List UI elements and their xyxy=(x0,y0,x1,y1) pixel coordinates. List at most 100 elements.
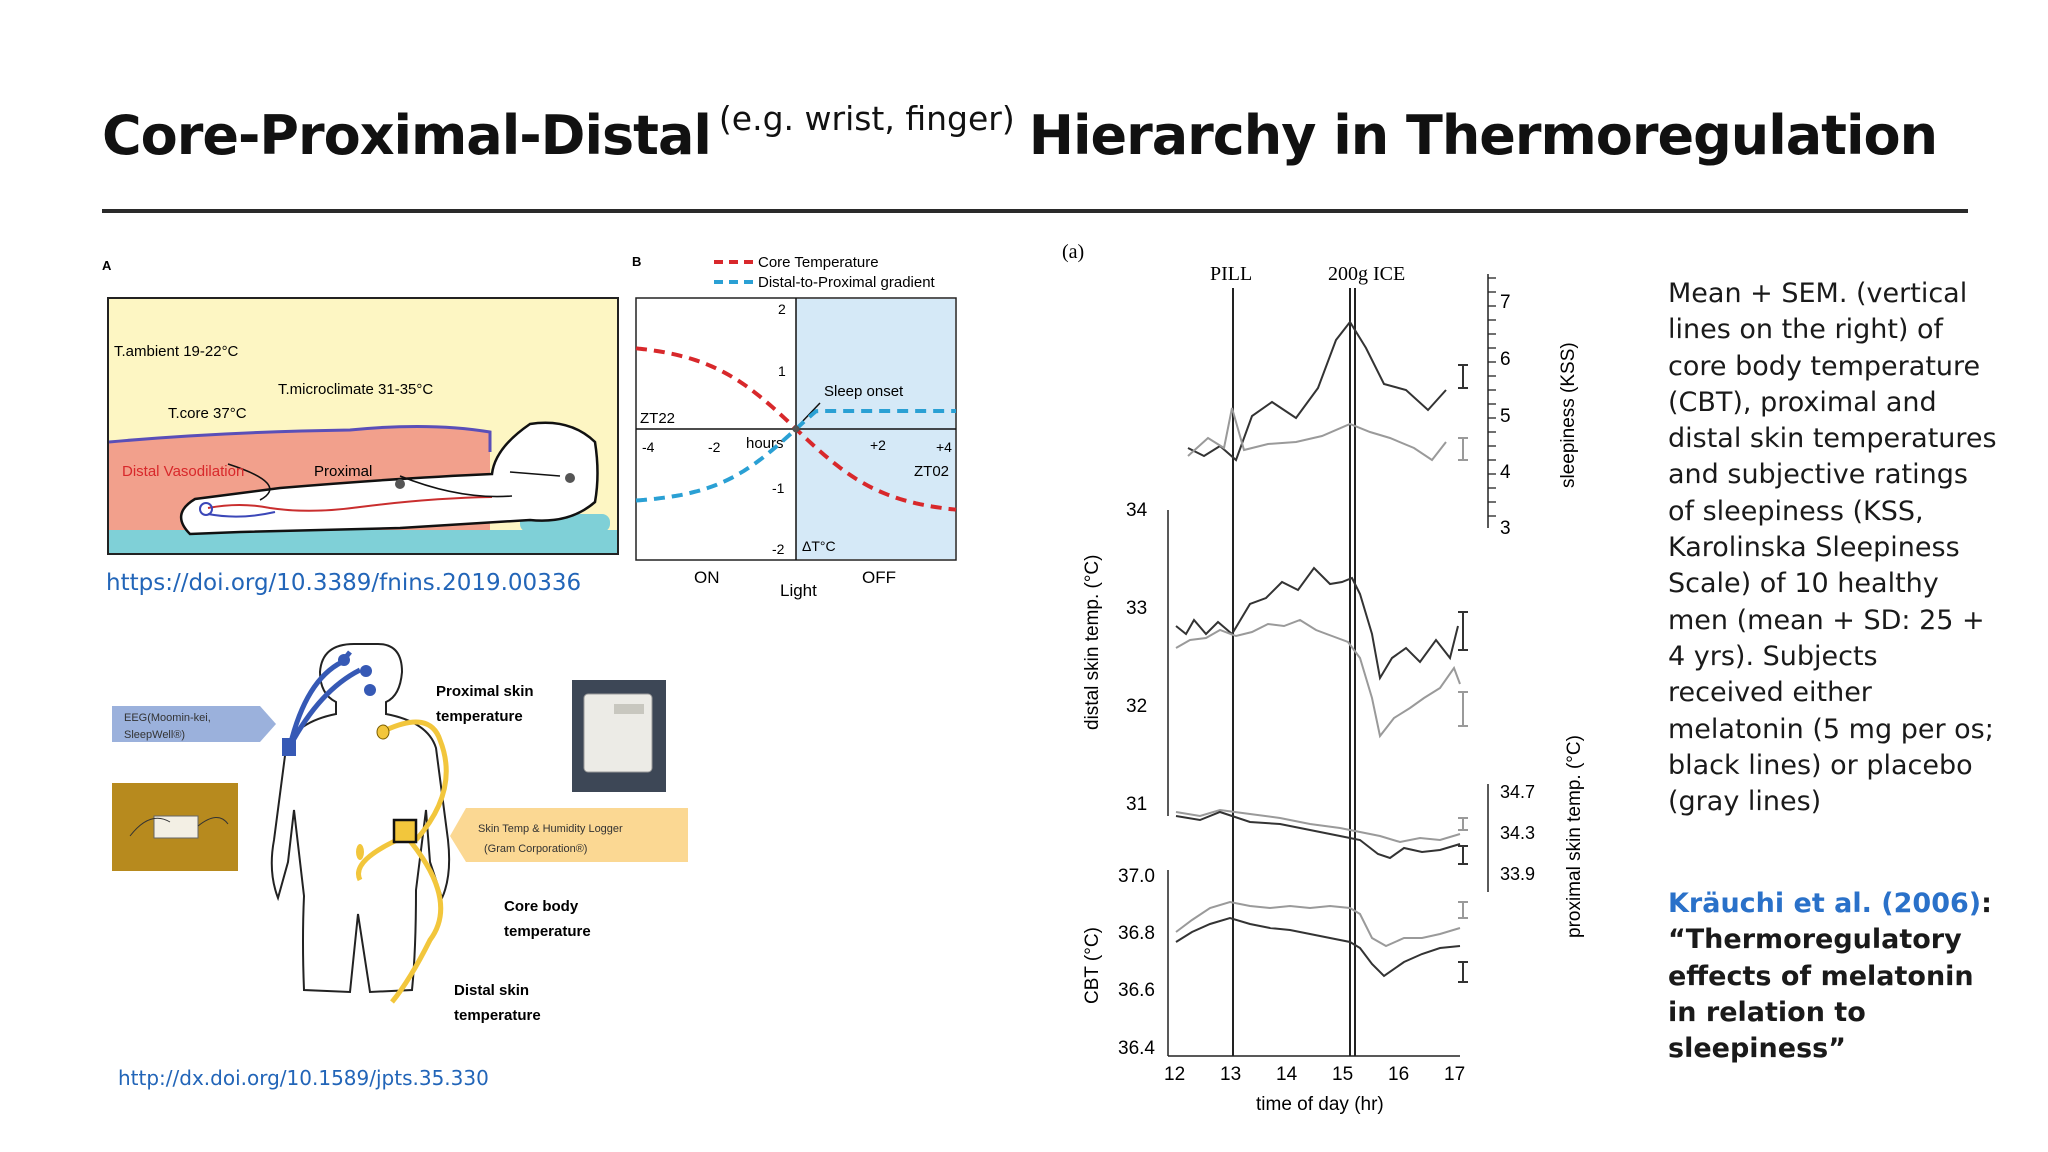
delta-t-label: ΔT°C xyxy=(802,538,836,554)
ambient-label: T.ambient 19-22°C xyxy=(114,343,239,360)
time-tick-16: 16 xyxy=(1388,1064,1409,1085)
core-body-label-line1: Core body xyxy=(504,898,579,915)
eeg-electrode-3 xyxy=(364,684,376,696)
proximal-tick-34-3: 34.3 xyxy=(1500,823,1535,843)
proximal-sem-melatonin xyxy=(1458,845,1468,865)
title-parenthetical: (e.g. wrist, finger) xyxy=(718,99,1015,138)
eeg-electrode-1 xyxy=(338,654,350,666)
core-line xyxy=(509,471,561,477)
core-temp-label: T.core 37°C xyxy=(168,405,247,422)
cbt-sem-melatonin xyxy=(1458,961,1468,983)
distal-melatonin-trace xyxy=(1175,566,1459,681)
proximal-label: Proximal xyxy=(314,463,372,480)
time-tick-13: 13 xyxy=(1220,1064,1241,1085)
on-label: ON xyxy=(694,568,720,587)
y-tick-minus1: -1 xyxy=(772,480,785,496)
title-part-2: Hierarchy in Thermoregulation xyxy=(1028,104,1938,167)
body-outline xyxy=(180,421,599,536)
legend-core-label: Core Temperature xyxy=(758,254,879,271)
citation: Kräuchi et al. (2006): “Thermoregulatory… xyxy=(1668,886,1998,1067)
figure-description: Mean + SEM. (vertical lines on the right… xyxy=(1668,278,1997,818)
distal-tick-34: 34 xyxy=(1126,500,1148,521)
y-tick-1: 1 xyxy=(778,363,786,379)
kss-placebo-trace xyxy=(1187,407,1447,462)
eeg-label-line2: SleepWell®) xyxy=(124,729,185,741)
sleep-onset-point xyxy=(792,425,800,433)
eeg-callout xyxy=(112,706,276,742)
x-tick-minus4: -4 xyxy=(642,439,655,455)
logger-display xyxy=(614,704,644,714)
cbt-sem-placebo xyxy=(1458,901,1468,919)
distal-axis-label: distal skin temp. (°C) xyxy=(1082,555,1103,730)
hand-vessels xyxy=(199,502,213,516)
distal-tick-32: 32 xyxy=(1126,696,1147,717)
kss-sem-placebo xyxy=(1458,437,1468,461)
eeg-recorder xyxy=(282,738,296,756)
mattress-base xyxy=(109,530,617,553)
kss-melatonin-trace xyxy=(1187,320,1447,462)
time-tick-17: 17 xyxy=(1444,1064,1465,1085)
proximal-tick-33-9: 33.9 xyxy=(1500,864,1535,884)
figure-c-sensor-placement: EEG(Moomin-kei, SleepWell®) Skin Temp & … xyxy=(112,643,688,1024)
x-tick-plus2: +2 xyxy=(870,437,886,453)
pill-label: PILL xyxy=(1210,263,1252,285)
figure-b-temperature-chart: B Core Temperature Distal-to-Proximal gr… xyxy=(632,254,957,600)
citation-colon: : xyxy=(1981,888,1992,919)
kss-tick-7: 7 xyxy=(1500,292,1511,313)
microclimate-dot xyxy=(395,479,405,489)
eeg-device-wires xyxy=(129,817,229,837)
eeg-label-line1: EEG(Moomin-kei, xyxy=(124,712,211,724)
time-tick-15: 15 xyxy=(1332,1064,1353,1085)
cbt-tick-36-4: 36.4 xyxy=(1118,1038,1155,1059)
hours-label: hours xyxy=(746,435,784,452)
zt22-label: ZT22 xyxy=(640,410,675,427)
logger-on-body xyxy=(392,818,418,844)
distal-skin-label-line1: Distal skin xyxy=(454,982,529,999)
zt02-label: ZT02 xyxy=(914,463,949,480)
proximal-sensor xyxy=(376,724,390,740)
y-tick-minus2: -2 xyxy=(772,541,785,557)
kss-tick-5: 5 xyxy=(1500,406,1511,427)
proximal-placebo-trace xyxy=(1175,808,1461,844)
time-tick-12: 12 xyxy=(1164,1064,1185,1085)
logger-callout xyxy=(450,808,688,862)
figure-d-panel-label: (a) xyxy=(1062,241,1084,263)
cbt-axis-label: CBT (°C) xyxy=(1082,927,1103,1004)
eeg-device-body xyxy=(153,815,199,839)
proximal-axis-label: proximal skin temp. (°C) xyxy=(1564,735,1585,938)
kss-tick-6: 6 xyxy=(1500,349,1511,370)
slide-title: Core-Proximal-Distal (e.g. wrist, finger)… xyxy=(102,99,1938,184)
figure-a-body-schematic: A T.ambient 19-22°C T.microclimate 31-35… xyxy=(102,258,619,555)
distal-sem-placebo xyxy=(1458,691,1468,727)
microclimate-label: T.microclimate 31-35°C xyxy=(278,381,433,398)
microclimate-pointer xyxy=(399,475,513,498)
sleep-onset-arrow xyxy=(799,402,821,425)
time-tick-14: 14 xyxy=(1276,1064,1298,1085)
cbt-tick-36-6: 36.6 xyxy=(1118,980,1155,1001)
body-silhouette xyxy=(270,643,451,994)
core-body-label-line2: temperature xyxy=(504,923,591,940)
core-pointer xyxy=(227,463,271,501)
doi-link-1[interactable]: https://doi.org/10.3389/fnins.2019.00336 xyxy=(106,570,582,596)
distal-tick-33: 33 xyxy=(1126,598,1147,619)
figure-b-panel-label: B xyxy=(632,254,641,269)
proximal-skin-label-line1: Proximal skin xyxy=(436,683,534,700)
distal-placebo-trace xyxy=(1175,618,1461,739)
title-part-1: Core-Proximal-Distal xyxy=(102,104,712,167)
sleep-onset-label: Sleep onset xyxy=(824,383,904,400)
cbt-tick-36-8: 36.8 xyxy=(1118,923,1155,944)
artery-line xyxy=(207,496,493,512)
ice-label: 200g ICE xyxy=(1328,263,1405,285)
core-sensor xyxy=(356,844,364,860)
proximal-sem-placebo xyxy=(1458,817,1468,831)
cbt-placebo-trace xyxy=(1175,900,1461,948)
logger-label-line2: (Gram Corporation®) xyxy=(484,843,587,855)
title-divider xyxy=(102,209,1968,213)
citation-author[interactable]: Kräuchi et al. (2006) xyxy=(1668,888,1982,919)
logger-label-line1: Skin Temp & Humidity Logger xyxy=(478,823,623,835)
distal-sem-melatonin xyxy=(1458,611,1468,651)
cbt-tick-37-0: 37.0 xyxy=(1118,866,1155,887)
vein-line xyxy=(207,511,276,518)
kss-tick-4: 4 xyxy=(1500,462,1511,483)
doi-link-2[interactable]: http://dx.doi.org/10.1589/jpts.35.330 xyxy=(118,1066,489,1090)
